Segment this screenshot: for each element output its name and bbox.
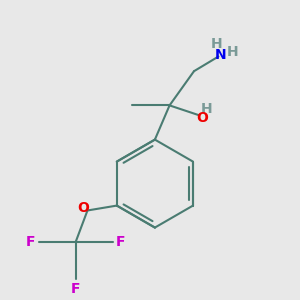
Text: O: O xyxy=(196,111,208,125)
Text: H: H xyxy=(226,45,238,58)
Text: H: H xyxy=(211,37,222,51)
Text: F: F xyxy=(71,282,80,296)
Text: N: N xyxy=(214,48,226,62)
Text: F: F xyxy=(116,235,125,249)
Text: F: F xyxy=(26,235,35,249)
Text: O: O xyxy=(78,200,89,214)
Text: H: H xyxy=(201,102,212,116)
